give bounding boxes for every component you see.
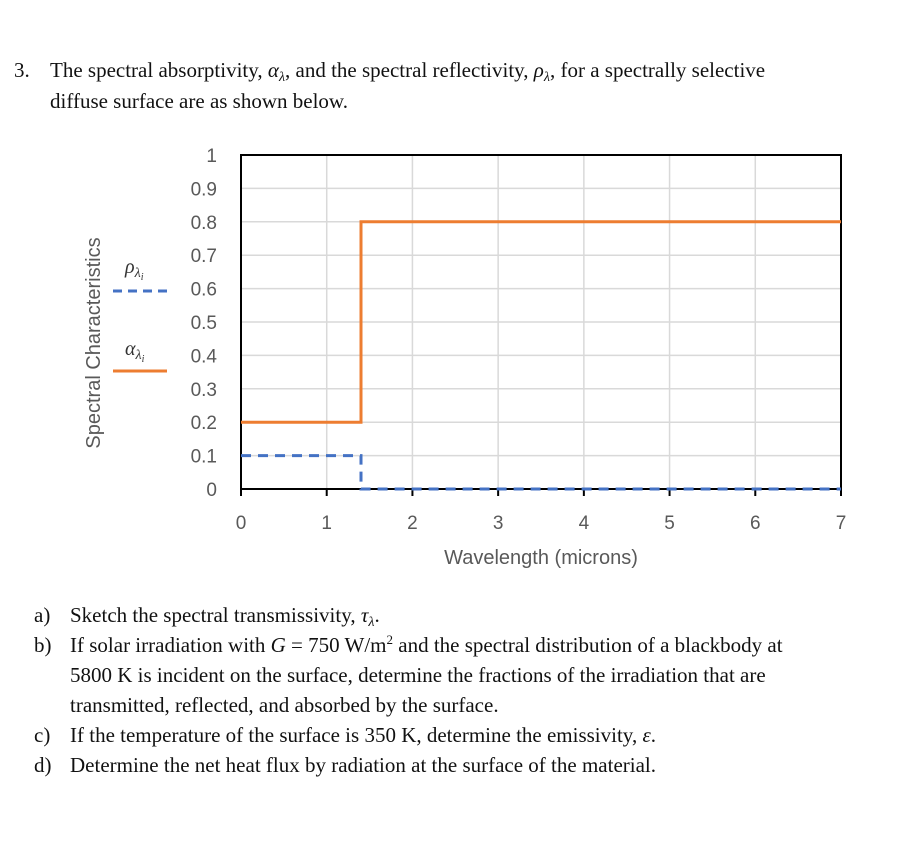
y-tick-label: 0.5 — [191, 313, 217, 334]
alpha-symbol: α — [267, 58, 279, 82]
rho-symbol: ρ — [533, 58, 544, 82]
y-tick-label: 0.9 — [191, 179, 217, 200]
legend-rho-symbol: ρλi — [124, 256, 144, 283]
x-tick-label: 0 — [236, 513, 247, 534]
plot-border — [240, 154, 842, 490]
part-label: a) — [34, 603, 51, 627]
chart-series — [241, 220, 841, 491]
chart-axes — [240, 154, 842, 496]
legend-item-alpha: αλi — [113, 338, 167, 373]
lambda-subscript: λ — [543, 70, 550, 85]
part-text: If solar irradiation with G = 750 W/m2 a… — [70, 632, 783, 657]
spectral-chart: 0 0.1 0.2 0.3 0.4 0.5 0.6 0.7 0.8 0.9 1 0 1 2 3 4 5 6 7 W… — [0, 130, 920, 590]
part-label: d) — [34, 753, 52, 777]
x-tick-label: 1 — [321, 513, 332, 534]
y-tick-label: 0.8 — [191, 213, 217, 234]
lambda-subscript: λ — [278, 70, 286, 85]
x-axis-label: Wavelength (microns) — [444, 547, 638, 569]
part-label: c) — [34, 723, 51, 747]
x-tick-label: 5 — [664, 513, 675, 534]
x-tick-label: 4 — [579, 513, 590, 534]
problem-number: 3. — [14, 58, 30, 82]
intro-text: , for a spectrally selective — [549, 58, 766, 82]
epsilon-symbol: ε — [642, 723, 651, 747]
problem-intro-line-1: The spectral absorptivity, αλ, and the s… — [50, 58, 765, 86]
part-text: If the temperature of the surface is 350… — [70, 723, 656, 747]
tau-symbol: τ — [360, 603, 369, 627]
intro-text: The spectral absorptivity, — [50, 58, 268, 82]
y-tick-label: 0.4 — [191, 346, 218, 367]
series-line-reflectivity — [241, 454, 841, 491]
y-tick-label: 0.2 — [191, 413, 217, 434]
x-tick-label: 2 — [407, 513, 418, 534]
chart-gridlines — [241, 155, 841, 489]
part-text: Determine the net heat flux by radiation… — [70, 753, 657, 777]
y-tick-label: 0.6 — [191, 280, 217, 301]
intro-text: , and the spectral reflectivity, — [285, 58, 534, 82]
y-tick-label: 0.3 — [191, 380, 217, 401]
y-axis-label: Spectral Characteristics — [83, 237, 105, 448]
y-tick-label: 0 — [206, 480, 217, 501]
y-tick-label: 0.7 — [191, 246, 217, 267]
series-line-absorptivity — [241, 220, 841, 424]
x-tick-label: 7 — [836, 513, 847, 534]
y-tick-label: 0.1 — [191, 447, 217, 468]
part-text: Sketch the spectral transmissivity, τλ. — [70, 603, 380, 630]
x-tick-label: 3 — [493, 513, 504, 534]
part-label: b) — [34, 633, 52, 657]
x-axis-ticks: 0 1 2 3 4 5 6 7 — [236, 513, 847, 534]
legend-item-rho: ρλi — [113, 256, 167, 293]
y-axis-ticks: 0 0.1 0.2 0.3 0.4 0.5 0.6 0.7 0.8 0.9 1 — [191, 146, 218, 501]
y-tick-label: 1 — [206, 146, 217, 167]
problem-intro-line-2: diffuse surface are as shown below. — [50, 89, 348, 113]
chart-canvas: 0 0.1 0.2 0.3 0.4 0.5 0.6 0.7 0.8 0.9 1 0 1 2 3 4 5 6 7 W… — [83, 146, 847, 569]
x-tick-label: 6 — [750, 513, 761, 534]
legend-alpha-symbol: αλi — [125, 338, 145, 365]
